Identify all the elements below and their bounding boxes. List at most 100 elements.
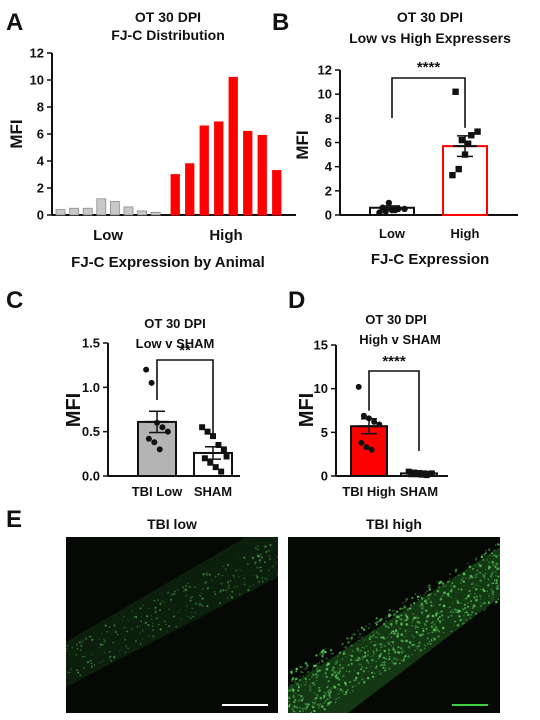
micro-high-speckle xyxy=(384,625,386,627)
panel-d-point-1-8 xyxy=(423,472,430,479)
micro-high-speckle xyxy=(454,620,456,623)
micro-high-speckle xyxy=(288,700,289,703)
micro-high-speckle xyxy=(458,615,461,618)
micro-high-speckle xyxy=(355,679,357,681)
micro-high-speckle xyxy=(311,701,314,704)
micro-low-speckle xyxy=(125,651,127,653)
micro-high-speckle xyxy=(493,564,495,566)
micro-low-speckle xyxy=(157,599,159,601)
micro-low-speckle xyxy=(131,628,133,631)
micro-high-speckle xyxy=(315,666,318,669)
micro-high-speckle xyxy=(477,589,479,591)
panel-a-bar-high-1 xyxy=(185,163,195,216)
micro-high-speckle xyxy=(468,589,471,593)
micro-high-speckle xyxy=(437,626,439,628)
micro-high-speckle xyxy=(316,663,319,665)
micro-high-speckle xyxy=(472,604,476,608)
micro-high-speckle xyxy=(443,605,445,608)
micro-high-speckle xyxy=(315,654,318,657)
micro-low-speckle xyxy=(277,574,278,576)
micro-high-speckle xyxy=(384,666,387,669)
micro-high-speckle xyxy=(387,667,391,670)
micro-low-speckle xyxy=(222,589,225,592)
panel-a-bar-low-0 xyxy=(55,209,66,216)
micro-high-speckle xyxy=(328,692,331,695)
micro-low-speckle xyxy=(206,574,208,577)
micro-high-speckle xyxy=(395,658,399,661)
micro-high-speckle xyxy=(405,618,408,622)
micro-high-speckle xyxy=(345,690,348,694)
micro-high-speckle xyxy=(408,631,410,633)
micro-high-speckle xyxy=(442,585,445,587)
panel-d-xtick-label-1: SHAM xyxy=(400,484,438,499)
micro-high-speckle xyxy=(375,649,378,652)
panel-b-xlabel: FJ-C Expression xyxy=(371,251,489,268)
panel-d-point-0-7 xyxy=(368,446,375,453)
micro-high-speckle xyxy=(335,660,338,664)
micro-high-speckle xyxy=(388,634,390,636)
micro-high-speckle xyxy=(488,583,490,585)
micro-low-speckle xyxy=(185,594,188,597)
micro-high-speckle xyxy=(395,619,397,621)
micro-high-speckle xyxy=(290,684,293,687)
micro-high-speckle xyxy=(433,637,437,641)
micro-high-speckle xyxy=(370,665,372,667)
panel-a-bar-low-5 xyxy=(123,206,134,216)
micro-high-speckle xyxy=(400,639,404,643)
micro-high-speckle xyxy=(388,643,391,646)
micro-low-speckle xyxy=(139,643,142,645)
micro-high-speckle xyxy=(422,627,424,630)
micro-high-speckle xyxy=(429,640,431,643)
micro-high-speckle xyxy=(495,555,498,559)
micro-low-speckle xyxy=(180,618,182,620)
micro-high-speckle xyxy=(362,670,366,673)
panel-c-point-0-4 xyxy=(164,428,171,435)
micro-high-speckle xyxy=(475,598,478,602)
micro-high-speckle xyxy=(367,627,370,629)
micro-high-speckle xyxy=(391,610,394,612)
micro-high-speckle xyxy=(433,623,436,626)
panel-c-point-0-6 xyxy=(151,439,158,446)
micro-high-speckle xyxy=(300,684,303,686)
micro-low-speckle xyxy=(258,580,260,583)
micro-high-speckle xyxy=(441,594,444,597)
micro-high-speckle xyxy=(367,670,369,672)
micro-high-speckle xyxy=(387,615,390,617)
micro-high-speckle xyxy=(331,670,333,672)
micro-high-speckle xyxy=(399,659,401,661)
micro-low-speckle xyxy=(260,569,263,572)
micro-high-speckle xyxy=(338,667,340,669)
panel-c-point-0-1 xyxy=(148,379,155,386)
micro-low-speckle xyxy=(77,671,80,674)
panel-d-point-1-6 xyxy=(413,471,420,478)
micro-low-speckle xyxy=(201,597,204,600)
micro-high-speckle xyxy=(463,603,466,606)
micro-high-speckle xyxy=(424,592,427,594)
micro-high-speckle xyxy=(405,639,408,643)
micro-high-speckle xyxy=(404,600,407,603)
micro-high-speckle xyxy=(338,663,341,667)
micro-high-speckle xyxy=(383,644,387,648)
micro-high-speckle xyxy=(483,589,486,593)
micro-low-speckle xyxy=(263,561,266,564)
micro-high-speckle xyxy=(335,698,338,700)
micro-high-speckle xyxy=(451,609,453,611)
micro-high-speckle xyxy=(427,594,431,597)
micro-high-speckle xyxy=(335,677,337,679)
micro-low-speckle xyxy=(239,569,242,572)
micro-low-speckle xyxy=(271,565,275,568)
micro-low-speckle xyxy=(113,624,116,627)
micro-high-speckle xyxy=(314,697,316,700)
micro-high-speckle xyxy=(353,633,356,636)
micro-high-speckle xyxy=(479,605,482,607)
micro-high-speckle xyxy=(403,658,405,660)
micro-high-speckle xyxy=(396,632,399,635)
micro-high-speckle xyxy=(417,644,421,648)
micro-high-speckle xyxy=(423,647,426,649)
micro-high-speckle xyxy=(444,584,447,587)
micro-high-speckle xyxy=(348,670,351,673)
micro-high-speckle xyxy=(450,614,453,617)
micro-low-speckle xyxy=(229,580,232,582)
micro-low-speckle xyxy=(123,615,125,618)
panel-a-bar-low-1 xyxy=(69,207,79,216)
